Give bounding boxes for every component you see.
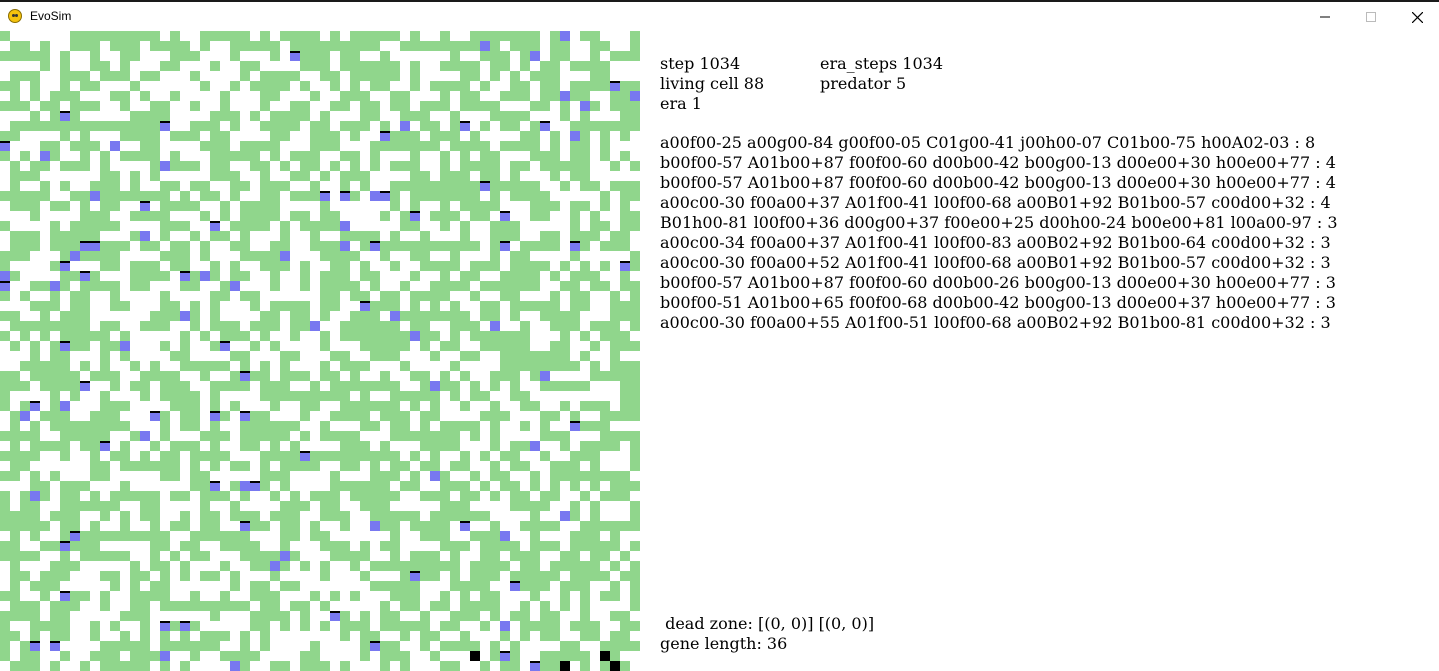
living-cell-label: living cell 88 <box>660 74 765 93</box>
python-icon <box>8 9 22 23</box>
era-label: era 1 <box>660 94 702 113</box>
gene-row: b00f00-51 A01b00+65 f00f00-68 d00b00-42 … <box>660 293 1336 312</box>
minimize-button[interactable] <box>1302 3 1348 31</box>
gene-row: a00c00-30 f00a00+55 A01f00-51 l00f00-68 … <box>660 313 1331 332</box>
gene-row: a00f00-25 a00g00-84 g00f00-05 C01g00-41 … <box>660 133 1316 152</box>
gene-row: a00c00-30 f00a00+52 A01f00-41 l00f00-68 … <box>660 253 1331 272</box>
dead-zone-label: dead zone: [(0, 0)] [(0, 0)] <box>660 614 875 633</box>
gene-row: B01h00-81 l00f00+36 d00g00+37 f00e00+25 … <box>660 213 1338 232</box>
gene-row: a00c00-30 f00a00+37 A01f00-41 l00f00-68 … <box>660 193 1331 212</box>
title-bar: EvoSim <box>0 0 1439 31</box>
gene-length-label: gene length: 36 <box>660 634 788 653</box>
gene-row: a00c00-34 f00a00+37 A01f00-41 l00f00-83 … <box>660 233 1331 252</box>
predator-label: predator 5 <box>820 74 907 93</box>
maximize-icon <box>1366 12 1376 22</box>
minimize-icon <box>1320 16 1330 18</box>
gene-row: b00f00-57 A01b00+87 f00f00-60 d00b00-26 … <box>660 273 1336 292</box>
era-steps-label: era_steps 1034 <box>820 54 944 73</box>
simulation-grid <box>0 31 640 671</box>
window-title: EvoSim <box>30 9 72 23</box>
close-button[interactable] <box>1394 3 1439 31</box>
gene-row: b00f00-57 A01b00+87 f00f00-60 d00b00-42 … <box>660 173 1336 192</box>
step-label: step 1034 <box>660 54 741 73</box>
maximize-button[interactable] <box>1348 3 1394 31</box>
gene-row: b00f00-57 A01b00+87 f00f00-60 d00b00-42 … <box>660 153 1336 172</box>
gene-list: a00f00-25 a00g00-84 g00f00-05 C01g00-41 … <box>660 133 1338 333</box>
close-icon <box>1412 12 1423 23</box>
